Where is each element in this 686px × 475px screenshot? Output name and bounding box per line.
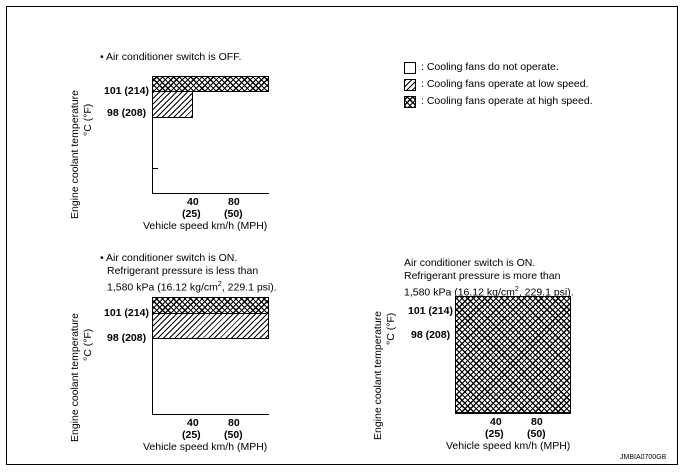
panel-onlow-x-axis — [152, 414, 269, 415]
panel-onhigh-y-axis — [455, 296, 456, 413]
panel-onhigh-ytick-101: 101 (214) — [408, 305, 453, 317]
panel-onlow-y-axis — [152, 297, 153, 414]
panel-onhigh-xtick-80: 80 — [531, 416, 543, 428]
panel-onlow-ytick-101: 101 (214) — [104, 307, 149, 319]
panel-onhigh-xlabel: Vehicle speed km/h (MPH) — [446, 440, 571, 452]
panel-off-xlabel: Vehicle speed km/h (MPH) — [143, 220, 268, 232]
panel-off-ytick-mark — [152, 168, 158, 169]
panel-onhigh-condition-1: Air conditioner switch is ON. — [404, 257, 536, 269]
panel-onhigh-condition-3: 1,580 kPa (16.12 kg/cm2, 229.1 psi). — [404, 286, 574, 299]
panel-onhigh-xtick-80-mph: (50) — [527, 428, 546, 440]
panel-onhigh-ylabel-2: °C (°F) — [385, 312, 397, 345]
panel-off-y-axis — [152, 76, 153, 193]
panel-onhigh-x-axis — [455, 413, 571, 414]
panel-off-xtick-80-mph: (50) — [224, 208, 243, 220]
panel-onlow-ylabel-1: Engine coolant temperature — [69, 313, 81, 442]
panel-onlow-xtick-80-mph: (50) — [224, 429, 243, 441]
panel-off-xtick-80: 80 — [228, 196, 240, 208]
panel-off-ylabel-1: Engine coolant temperature — [69, 90, 81, 219]
panel-onlow-low-band — [152, 313, 269, 339]
panel-onlow-xtick-40-mph: (25) — [182, 429, 201, 441]
panel-off-condition: • Air conditioner switch is OFF. — [100, 51, 242, 63]
panel-off-xtick-40-mph: (25) — [182, 208, 201, 220]
panel-onhigh-high-region — [455, 296, 571, 413]
panel-onlow-condition-1: • Air conditioner switch is ON. — [100, 252, 238, 264]
legend-label-low: : Cooling fans operate at low speed. — [421, 78, 589, 90]
figure-frame — [6, 6, 678, 465]
panel-onhigh-ylabel-1: Engine coolant temperature — [372, 311, 384, 440]
panel-onlow-xtick-40: 40 — [187, 417, 199, 429]
legend-swatch-low — [404, 79, 416, 91]
legend-label-high: : Cooling fans operate at high speed. — [421, 95, 593, 107]
panel-off-low-region — [152, 91, 193, 118]
legend-swatch-high — [404, 96, 416, 108]
panel-onlow-ylabel-2: °C (°F) — [82, 328, 94, 361]
panel-off-x-axis — [152, 193, 269, 194]
panel-off-xtick-40: 40 — [187, 196, 199, 208]
panel-onhigh-ytick-98: 98 (208) — [411, 329, 451, 341]
panel-off-high-band — [152, 76, 269, 92]
figure-code: JMBIA0700GB — [620, 454, 667, 461]
legend-swatch-off — [404, 62, 416, 74]
panel-off-ylabel-2: °C (°F) — [82, 103, 94, 136]
panel-off-ytick-98: 98 (208) — [107, 107, 147, 119]
panel-onlow-high-band — [152, 297, 269, 314]
panel-onhigh-xtick-40: 40 — [490, 416, 502, 428]
panel-onlow-condition-2: Refrigerant pressure is less than — [107, 265, 259, 277]
panel-onlow-ytick-98: 98 (208) — [107, 332, 147, 344]
panel-onlow-xlabel: Vehicle speed km/h (MPH) — [143, 441, 268, 453]
panel-off-ytick-101: 101 (214) — [104, 85, 149, 97]
legend-label-off: : Cooling fans do not operate. — [421, 61, 559, 73]
panel-onhigh-condition-2: Refrigerant pressure is more than — [404, 270, 561, 282]
panel-onlow-condition-3: 1,580 kPa (16.12 kg/cm2, 229.1 psi). — [107, 281, 277, 294]
panel-onhigh-xtick-40-mph: (25) — [485, 428, 504, 440]
panel-onlow-xtick-80: 80 — [228, 417, 240, 429]
